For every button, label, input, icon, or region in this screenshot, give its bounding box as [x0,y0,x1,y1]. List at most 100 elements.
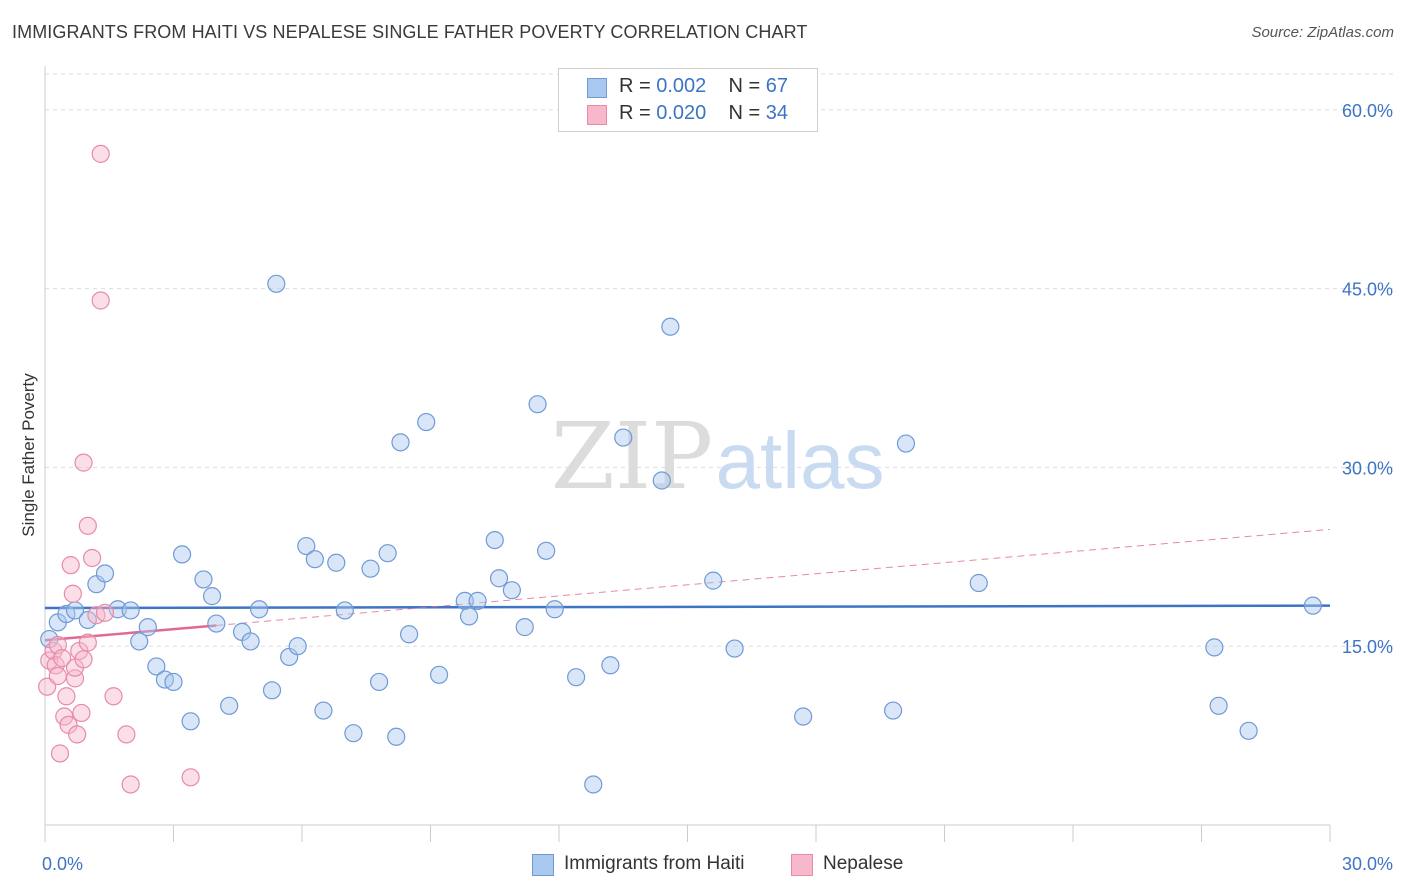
point-haiti [502,581,521,600]
point-haiti [725,639,744,658]
point-haiti [584,775,603,794]
point-nepal [72,703,91,723]
point-haiti [194,570,213,589]
point-haiti [661,317,680,336]
point-haiti [305,550,324,569]
point-haiti [883,701,903,720]
point-haiti [130,632,149,651]
point-nepal [50,744,70,763]
point-nepal [55,707,74,726]
watermark-atlas: atlas [716,416,885,505]
point-nepal [65,669,85,688]
point-haiti [297,536,316,556]
legend-n-label: N = [728,75,766,97]
y-tick-label: 30.0% [1342,458,1393,478]
point-haiti [164,672,183,692]
point-haiti [344,724,363,743]
legend-swatch-haiti [587,78,607,98]
y-tick-label: 60.0% [1342,101,1393,121]
point-haiti [241,632,260,651]
grid-lines [45,73,1395,647]
point-haiti [335,601,354,620]
point-nepal [74,453,93,472]
point-nepal [95,603,115,622]
series-label-nepal: Nepalese [823,853,904,874]
point-haiti [515,618,534,637]
watermark: ZIP atlas [551,403,885,510]
point-haiti [489,569,509,588]
legend-n-value: 67 [765,75,789,97]
legend-n-label: N = [728,102,766,124]
point-haiti [267,274,286,293]
point-haiti [417,412,436,432]
y-tick-label: 15.0% [1342,637,1393,657]
series-label-haiti: Immigrants from Haiti [564,853,745,874]
point-nepal [68,725,87,744]
point-haiti [202,587,222,606]
point-haiti [361,559,380,578]
point-haiti [545,600,564,619]
point-nepal [91,144,110,163]
point-haiti [969,573,988,593]
trend-lines [44,528,1331,642]
legend-text-haiti: R = 0.002 N = 67 [619,75,788,98]
point-haiti [614,428,633,447]
point-nepal [91,291,110,310]
point-haiti [391,433,410,452]
point-haiti [95,564,115,583]
point-haiti [314,701,333,720]
y-tick-label: 45.0% [1342,280,1393,300]
axes [44,66,1331,842]
point-haiti [138,618,157,637]
point-nepal [74,650,93,669]
legend-r-value: 0.002 [656,75,707,97]
point-haiti [1239,721,1258,740]
point-haiti [485,530,504,550]
point-nepal [53,649,72,668]
point-haiti [387,727,406,746]
legend-r-label: R = [619,75,657,97]
x-tick-label: 0.0% [42,854,83,874]
point-haiti [652,471,671,490]
point-nepal [78,516,97,535]
point-haiti [207,614,226,633]
tick-labels: 15.0% 30.0% 45.0% 60.0% 0.0% 30.0% [42,101,1393,874]
point-haiti [378,544,397,563]
point-haiti [220,696,239,715]
series-swatch-haiti [532,854,554,876]
y-axis-label: Single Father Poverty [19,373,38,537]
point-haiti [288,637,307,656]
point-haiti [468,591,487,610]
point-nepal [57,687,76,706]
point-haiti [459,607,479,626]
point-haiti [1205,638,1224,657]
point-haiti [370,672,389,692]
point-haiti [250,600,269,619]
point-haiti [1209,696,1228,715]
point-haiti [181,712,200,731]
point-haiti [528,395,547,414]
point-haiti [896,434,916,453]
source-credit: Source: ZipAtlas.com [1251,24,1394,41]
point-haiti [78,610,97,630]
point-nepal [121,775,140,794]
point-haiti [537,541,556,560]
legend-r-value: 0.020 [656,102,707,124]
trend-line-nepal [44,624,217,642]
point-nepal [61,556,80,575]
point-nepal [78,633,97,652]
point-haiti [429,665,449,684]
point-haiti [399,625,419,644]
x-tick-label: 30.0% [1342,854,1393,874]
legend-n-value: 34 [765,102,789,124]
point-haiti [1303,596,1322,615]
point-haiti [601,656,620,675]
point-haiti [567,668,586,687]
point-nepal [63,584,82,603]
trend-line-nepal-extension [216,528,1331,626]
series-swatch-nepal [791,854,813,876]
chart-title: IMMIGRANTS FROM HAITI VS NEPALESE SINGLE… [12,22,808,42]
watermark-zip: ZIP [551,403,713,510]
point-nepal [117,725,136,744]
